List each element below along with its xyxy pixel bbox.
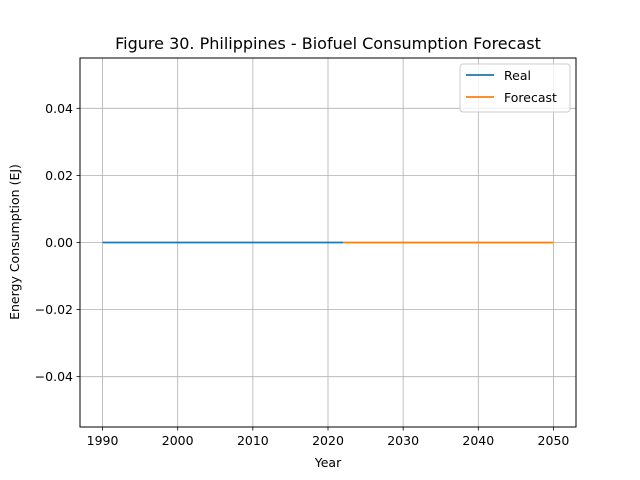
y-tick-label: −0.04 bbox=[35, 369, 73, 384]
y-tick-label: −0.02 bbox=[35, 302, 73, 317]
x-tick-label: 2040 bbox=[462, 433, 494, 448]
x-tick-label: 2050 bbox=[538, 433, 570, 448]
x-tick-label: 2000 bbox=[162, 433, 194, 448]
legend-box bbox=[459, 63, 571, 113]
legend-label-forecast: Forecast bbox=[504, 90, 557, 105]
ticks: 1990 2000 2010 2020 2030 2040 2050 −0.04 −0.02 0.… bbox=[35, 101, 570, 448]
legend-label-real: Real bbox=[504, 68, 531, 83]
x-tick-label: 2010 bbox=[237, 433, 269, 448]
x-tick-label: 1990 bbox=[87, 433, 119, 448]
x-tick-label: 2030 bbox=[387, 433, 419, 448]
chart-title: Figure 30. Philippines - Biofuel Consump… bbox=[115, 34, 541, 53]
x-axis-label: Year bbox=[314, 455, 342, 470]
x-tick-label: 2020 bbox=[312, 433, 344, 448]
y-tick-label: 0.02 bbox=[45, 168, 73, 183]
y-tick-label: 0.00 bbox=[45, 235, 73, 250]
legend: Real Forecast bbox=[459, 63, 571, 113]
y-tick-label: 0.04 bbox=[45, 101, 73, 116]
y-axis-label: Energy Consumption (EJ) bbox=[7, 164, 22, 320]
